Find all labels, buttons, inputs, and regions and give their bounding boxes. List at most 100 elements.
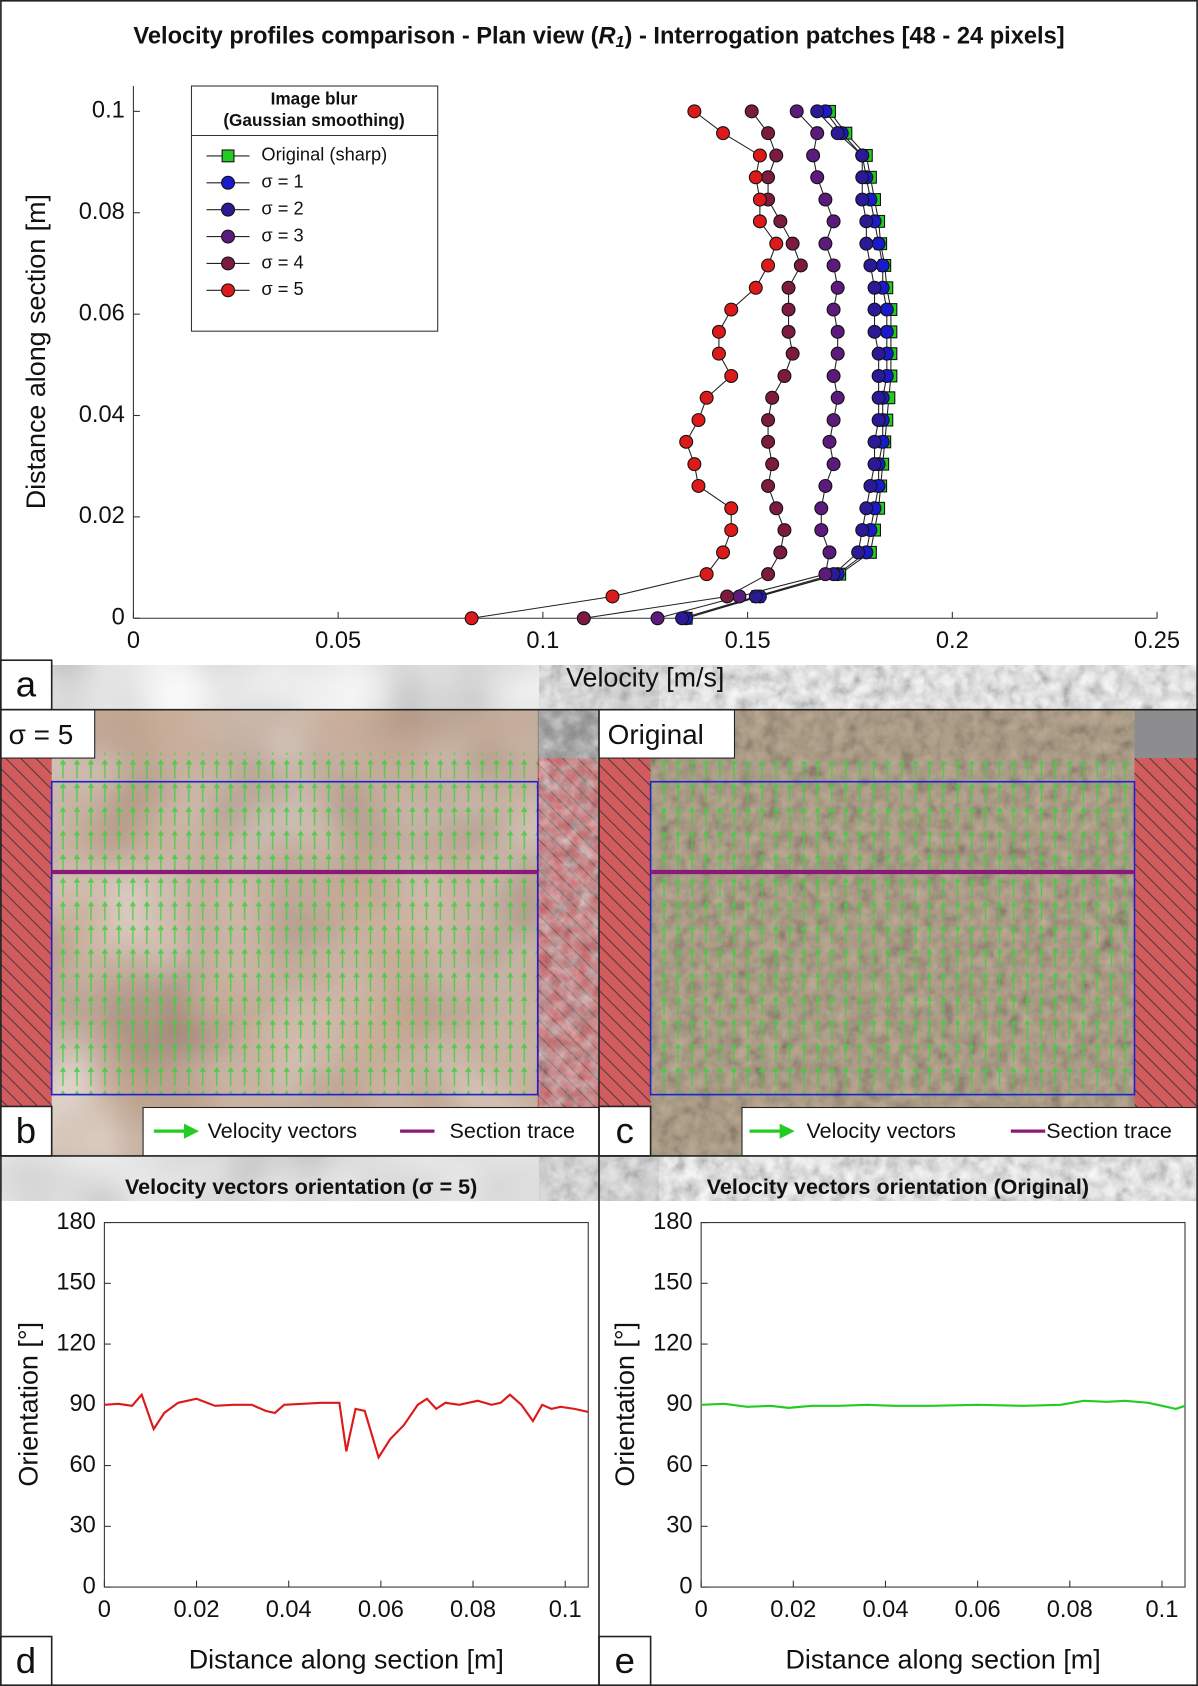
marker [761,567,776,582]
marker [752,148,767,163]
chart-title: Velocity vectors orientation (Original) [707,1175,1089,1199]
marker [818,478,833,493]
y-tick-label: 90 [69,1391,95,1417]
marker [769,148,784,163]
marker [879,324,894,339]
marker [769,236,784,251]
x-tick-label: 0.25 [1134,628,1180,654]
title-part: Velocity profiles comparison - Plan view… [133,24,598,50]
x-tick-label: 0.1 [1146,1597,1179,1623]
y-tick-label: 180 [56,1209,95,1235]
marker [855,148,870,163]
marker [773,545,788,560]
marker [576,611,591,626]
x-tick-label: 0.15 [725,628,771,654]
marker [830,346,845,361]
photo-overlays: σ = 5 Velocity vectors Section trace b Origi… [0,709,1198,1157]
chart: 0 0.02 0.04 0.06 0.08 0.1 0 30 60 90 120 150 180 Dist… [0,1175,589,1686]
marker [679,434,694,449]
marker [781,280,796,295]
x-tick-label: 0.2 [936,628,969,654]
masked-area [599,758,651,1108]
marker [826,258,841,273]
x-tick-label: 0.04 [266,1597,312,1623]
marker [806,148,821,163]
marker [826,368,841,383]
panel-label: σ = 5 [9,719,74,750]
x-tick-label: 0.06 [358,1597,404,1623]
marker [826,457,841,472]
marker [814,523,829,538]
marker [822,434,837,449]
marker [761,126,776,141]
legend-label: Section trace [450,1119,575,1143]
marker [711,324,726,339]
marker [724,523,739,538]
legend-label: σ = 1 [261,171,303,192]
vector-field [51,752,538,1095]
marker [863,258,878,273]
chart: 0 0.02 0.04 0.06 0.08 0.1 0 30 60 90 120 150 180 Dist… [598,1175,1186,1686]
marker [650,611,665,626]
marker [818,236,833,251]
marker [716,126,731,141]
photo-panel-c [599,709,1198,1156]
marker [761,413,776,428]
marker [765,457,780,472]
marker [761,434,776,449]
y-tick-label: 120 [653,1330,692,1356]
y-tick-label: 30 [69,1513,95,1539]
series-line [701,1399,1186,1410]
charts: 0 0.05 0.1 0.15 0.2 0.25 0 0.02 0.04 0.06 0.08 0.1 V… [0,85,1186,1686]
y-tick-label: 60 [69,1452,95,1478]
x-tick-label: 0.1 [526,628,559,654]
x-tick-label: 0 [98,1597,111,1623]
legend-marker [221,283,236,298]
marker [814,501,829,516]
y-tick-label: 0 [679,1573,692,1599]
marker [810,126,825,141]
marker [875,258,890,273]
photo-panel-b [0,709,600,1156]
x-tick-label: 0 [127,628,140,654]
marker [879,302,894,317]
marker [855,170,870,185]
marker [761,478,776,493]
y-tick-label: 0 [112,605,125,631]
x-tick-label: 0.02 [174,1597,220,1623]
marker [822,545,837,560]
y-tick-label: 30 [666,1513,692,1539]
legend-label: Velocity vectors [807,1119,956,1143]
y-tick-label: 0.04 [79,402,125,428]
plot-frame [103,1222,589,1588]
marker [785,346,800,361]
marker [711,346,726,361]
marker [761,258,776,273]
marker [605,589,620,604]
marker [773,214,788,229]
legend-label: σ = 2 [261,198,303,219]
panel-letter-box [598,1635,652,1686]
legend-marker [221,229,236,244]
panel-letter: d [16,1640,36,1681]
x-axis-label: Velocity [m/s] [566,663,724,693]
panel-letter: c [616,1110,634,1151]
y-tick-label: 0.1 [92,98,125,124]
panel-label: Original [608,719,704,750]
legend-label: Section trace [1046,1119,1171,1143]
marker [859,236,874,251]
marker [675,611,690,626]
masked-area [0,758,52,1108]
marker [859,501,874,516]
x-tick-label: 0.02 [770,1597,816,1623]
y-tick-label: 0.02 [79,503,125,529]
legend-label: Original (sharp) [261,144,387,165]
marker [720,589,735,604]
figure-title: Velocity profiles comparison - Plan view… [133,24,1064,51]
x-tick-label: 0 [695,1597,708,1623]
roi-box [50,780,539,1096]
legend-label: Velocity vectors [208,1119,357,1143]
y-tick-label: 150 [56,1270,95,1296]
panel-letter: a [16,664,37,705]
marker [781,324,796,339]
